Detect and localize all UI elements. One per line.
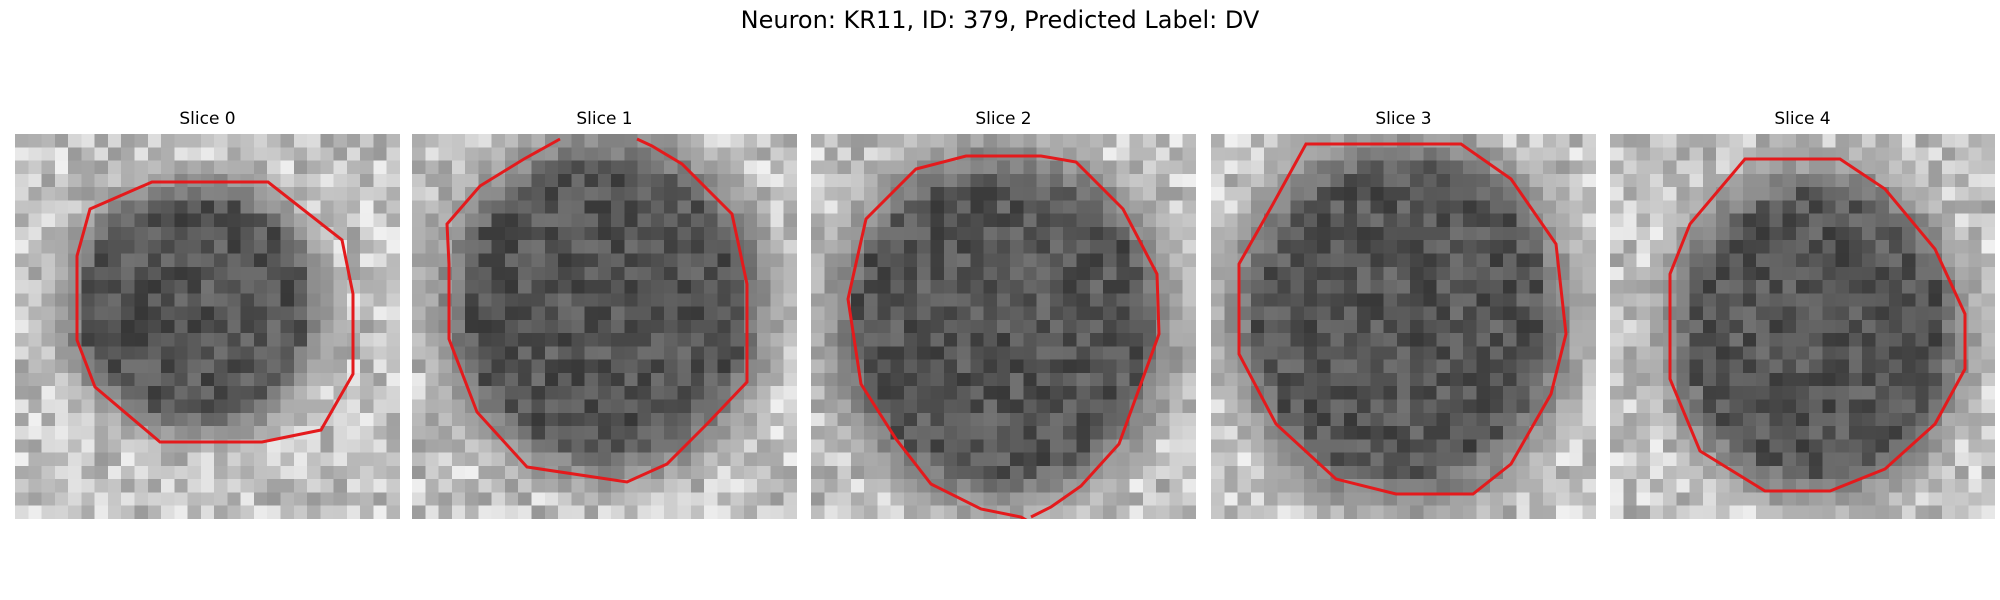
slice-image <box>15 134 400 519</box>
slice-title: Slice 2 <box>975 109 1032 129</box>
slice-image <box>1610 134 1995 519</box>
slice-panel-4: Slice 4 <box>1610 106 1995 519</box>
slice-panel-0: Slice 0 <box>15 106 400 519</box>
slice-title: Slice 1 <box>576 109 633 129</box>
slice-title: Slice 3 <box>1375 109 1432 129</box>
slice-title: Slice 4 <box>1774 109 1831 129</box>
slice-panel-3: Slice 3 <box>1211 106 1596 519</box>
slice-panel-2: Slice 2 <box>811 106 1196 519</box>
slice-image <box>811 134 1196 519</box>
slice-image <box>412 134 797 519</box>
slice-title: Slice 0 <box>179 109 236 129</box>
figure-title: Neuron: KR11, ID: 379, Predicted Label: … <box>740 6 1260 34</box>
slice-panel-1: Slice 1 <box>412 106 797 519</box>
slice-image <box>1211 134 1596 519</box>
